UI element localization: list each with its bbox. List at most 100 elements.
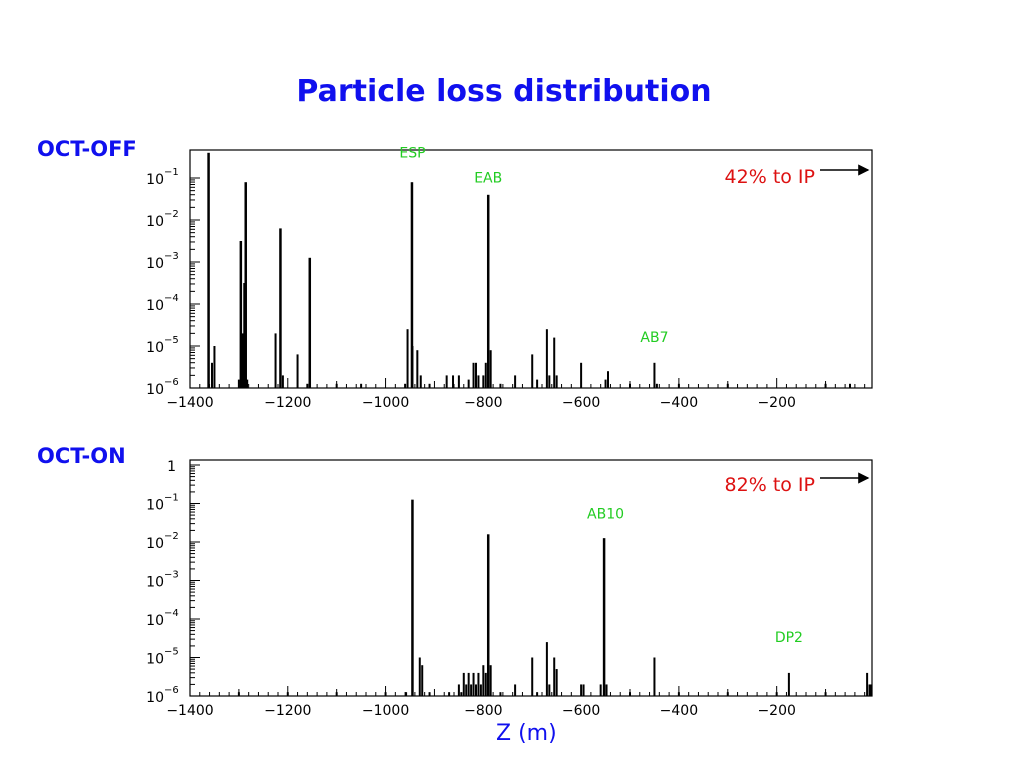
loss-bar <box>421 665 424 696</box>
loss-bar <box>548 684 551 696</box>
y-tick-exponent: −2 <box>164 209 179 220</box>
loss-bar <box>824 692 827 696</box>
y-tick-label: 10 <box>146 298 164 314</box>
loss-bar <box>211 362 213 388</box>
y-tick-label: 10 <box>146 172 164 188</box>
loss-bar <box>726 383 729 388</box>
y-tick-exponent: −3 <box>164 251 179 262</box>
loss-bar <box>629 692 631 696</box>
x-tick-label: −800 <box>464 703 502 719</box>
loss-bar <box>246 379 249 388</box>
loss-bar <box>824 383 827 388</box>
y-tick-label: 10 <box>146 652 164 668</box>
loss-bar <box>467 672 470 696</box>
loss-bar <box>465 684 468 696</box>
loss-bar <box>607 371 609 388</box>
annotation-esp: ESP <box>399 145 425 161</box>
loss-bar <box>406 329 409 388</box>
loss-bar <box>582 684 585 696</box>
loss-bar <box>296 354 299 388</box>
loss-bar <box>514 375 517 388</box>
ip-note-on: 82% to IP <box>725 474 815 496</box>
loss-bar <box>653 657 656 696</box>
annotation-eab: EAB <box>474 171 502 187</box>
x-tick-label: −800 <box>464 395 502 411</box>
loss-bar <box>428 692 431 696</box>
loss-bar <box>629 383 631 388</box>
x-tick-label: −600 <box>562 395 600 411</box>
loss-bar <box>237 692 240 696</box>
annotation-dp2: DP2 <box>775 630 803 646</box>
y-tick-label: 10 <box>146 690 164 706</box>
x-tick-label: −1000 <box>362 703 409 719</box>
loss-bar <box>475 362 477 388</box>
x-tick-label: −1000 <box>362 395 409 411</box>
y-tick-label: 10 <box>146 382 164 398</box>
y-tick-label: 10 <box>146 613 164 629</box>
loss-bar <box>470 684 473 696</box>
y-tick-exponent: −3 <box>164 570 179 581</box>
plot-frame-on <box>189 459 873 697</box>
loss-bar <box>553 657 556 696</box>
y-tick-exponent: −5 <box>164 335 179 346</box>
loss-bar <box>448 692 451 696</box>
loss-bar <box>244 182 247 388</box>
loss-bar <box>866 672 869 696</box>
loss-bar <box>308 257 312 388</box>
y-tick-label: 1 <box>167 459 176 475</box>
loss-bar <box>411 346 414 388</box>
loss-bar <box>335 692 338 696</box>
loss-bar <box>653 362 656 388</box>
loss-bar <box>553 337 556 388</box>
x-tick-label: −600 <box>562 703 600 719</box>
y-tick-exponent: −5 <box>164 647 179 658</box>
loss-bar <box>472 362 475 388</box>
y-tick-exponent: −6 <box>164 377 179 388</box>
loss-bar <box>279 228 282 388</box>
loss-bar <box>545 642 548 696</box>
loss-bar <box>489 350 492 388</box>
loss-bar <box>868 684 871 696</box>
loss-bar <box>411 499 414 696</box>
loss-bar <box>536 692 539 696</box>
loss-bar <box>467 379 470 388</box>
loss-bar <box>239 241 243 388</box>
loss-bar <box>677 692 680 696</box>
loss-bar <box>462 672 465 696</box>
loss-bar <box>514 684 517 696</box>
y-tick-exponent: −1 <box>164 167 179 178</box>
slide-title: Particle loss distribution <box>296 74 712 109</box>
loss-bar <box>243 283 246 388</box>
loss-bar <box>849 383 851 388</box>
y-tick-label: 10 <box>146 575 164 591</box>
loss-bar <box>335 383 338 388</box>
loss-bar <box>460 692 463 696</box>
y-tick-exponent: −2 <box>164 531 179 542</box>
loss-bar <box>499 692 502 696</box>
x-tick-label: −400 <box>660 395 698 411</box>
loss-bar <box>428 383 431 388</box>
loss-bar <box>445 375 448 388</box>
loss-bar <box>457 684 460 696</box>
x-tick-label: −400 <box>660 703 698 719</box>
loss-bar <box>418 657 421 696</box>
loss-bar <box>787 672 790 696</box>
loss-bar <box>536 379 539 388</box>
loss-bar <box>489 665 492 696</box>
loss-bar <box>475 684 477 696</box>
loss-bar <box>548 375 551 388</box>
loss-bar <box>281 375 284 388</box>
y-tick-exponent: −4 <box>164 293 179 304</box>
loss-bar <box>477 672 480 696</box>
y-tick-label: 10 <box>146 340 164 356</box>
loss-bar <box>213 346 216 388</box>
loss-bar <box>404 383 407 388</box>
y-tick-exponent: −4 <box>164 608 179 619</box>
loss-bar <box>555 375 558 388</box>
panel-label-oct-on: OCT-ON <box>37 444 126 468</box>
loss-bar <box>499 383 502 388</box>
loss-bar <box>604 379 607 388</box>
loss-bar <box>555 669 558 696</box>
loss-bar <box>677 383 680 388</box>
annotation-ab10: AB10 <box>587 507 624 523</box>
